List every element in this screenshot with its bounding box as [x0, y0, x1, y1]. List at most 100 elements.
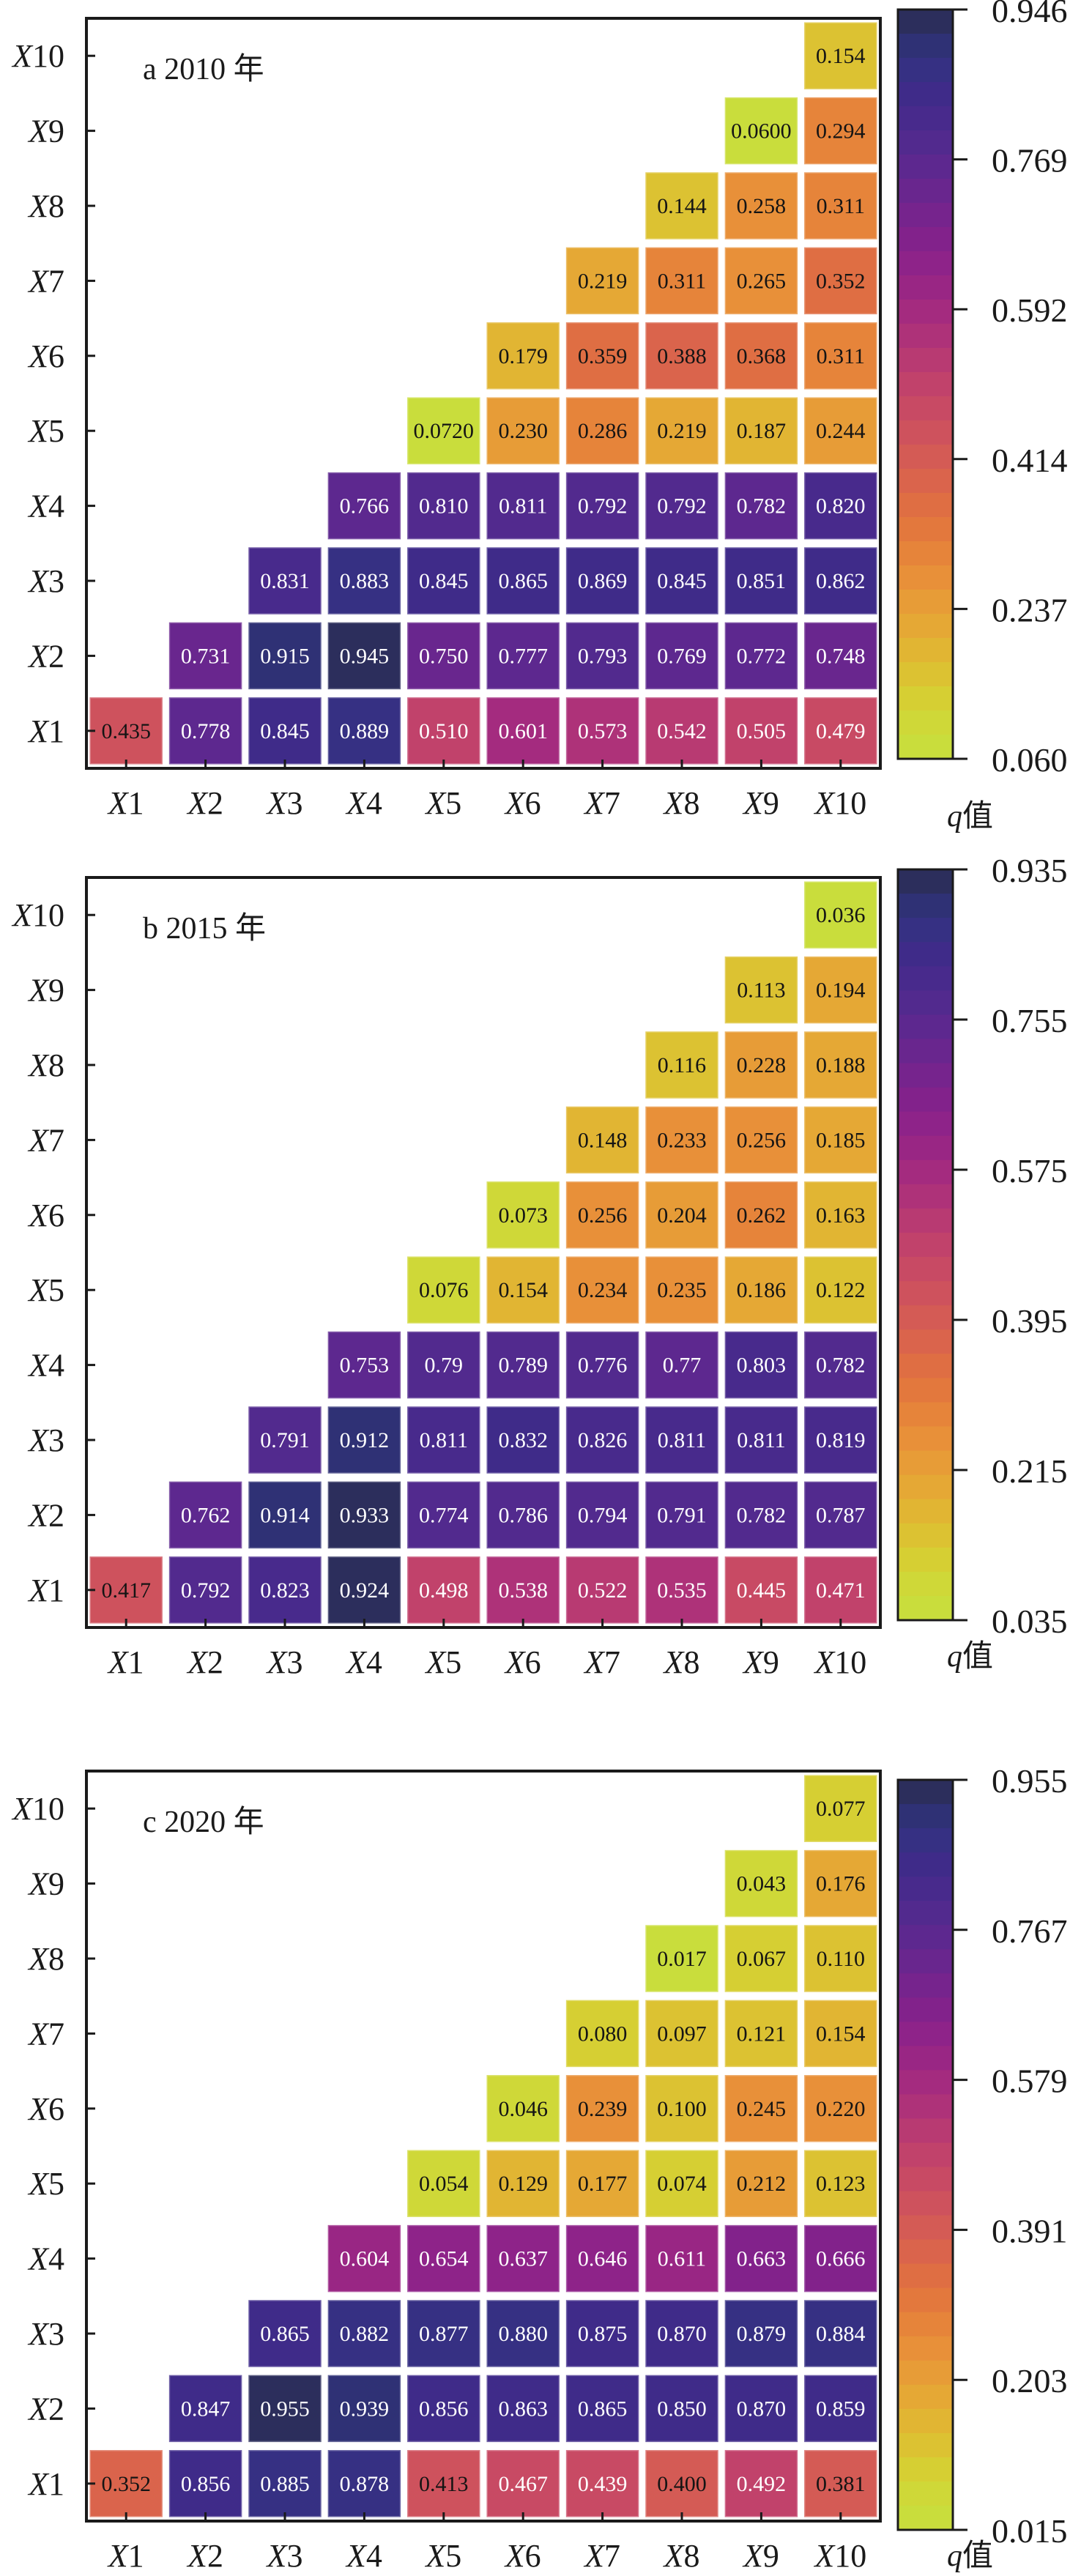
panel-title: a 2010 年 [143, 52, 264, 86]
heatmap-cell-rect [804, 2300, 877, 2367]
axis-label-number: 1 [128, 2538, 144, 2574]
colorbar-band [898, 1426, 953, 1452]
heatmap-cell-rect [565, 2075, 639, 2142]
heatmap-cell: 0.265 [724, 247, 798, 315]
heatmap-cell: 0.865 [565, 2375, 639, 2443]
heatmap-cell-rect [327, 1481, 401, 1549]
heatmap-cell: 0.791 [645, 1481, 718, 1549]
heatmap-cell: 0.219 [565, 247, 639, 315]
colorbar-band [898, 2408, 953, 2434]
colorbar-band [898, 275, 953, 300]
axis-label-number: 1 [48, 2466, 64, 2502]
heatmap-cell-value: 0.782 [816, 1354, 866, 1378]
heatmap-cell: 0.777 [486, 622, 560, 690]
axis-label-number: 8 [48, 188, 64, 224]
heatmap-cell-value: 0.766 [340, 494, 390, 519]
y-tick-label: X9 [27, 114, 64, 149]
colorbar-band [898, 1450, 953, 1476]
colorbar-band [898, 1780, 953, 1805]
heatmap-cell-rect [804, 1775, 877, 1842]
axis-label-letter: X [27, 188, 50, 224]
heatmap-panel-2010: 0.435 0.778 0.845 0.889 0.510 0.601 0.573 0.542… [11, 0, 1067, 834]
heatmap-cell-rect [565, 547, 639, 615]
colorbar-band [898, 2142, 953, 2168]
heatmap-cell-value: 0.228 [737, 1053, 787, 1077]
colorbar-band [898, 2094, 953, 2120]
heatmap-cell: 0.826 [565, 1406, 639, 1474]
heatmap-cell: 0.865 [486, 547, 560, 615]
colorbar-band [898, 990, 953, 1015]
heatmap-cell-rect [724, 622, 798, 690]
heatmap-cell-value: 0.188 [816, 1053, 866, 1077]
x-tick-label: X5 [424, 1644, 461, 1680]
axis-label-number: 9 [763, 785, 779, 821]
colorbar-band [898, 179, 953, 204]
heatmap-cell: 0.256 [565, 1181, 639, 1249]
colorbar-band [898, 2287, 953, 2313]
heatmap-cell-value: 0.794 [578, 1503, 628, 1527]
heatmap-cell: 0.611 [645, 2224, 718, 2293]
heatmap-cell: 0.666 [804, 2224, 877, 2293]
colorbar-band [898, 227, 953, 252]
heatmap-cell-value: 0.381 [816, 2472, 866, 2496]
heatmap-cell-rect [645, 1181, 718, 1249]
heatmap-cell-value: 0.212 [737, 2172, 787, 2196]
heatmap-cell-rect [645, 1031, 718, 1099]
heatmap-cell-rect [645, 2375, 718, 2443]
heatmap-panel-2020: 0.352 0.856 0.885 0.878 0.413 0.467 0.439 0.400… [11, 1762, 1067, 2574]
heatmap-cell-value: 0.233 [657, 1128, 707, 1152]
heatmap-cell: 0.0600 [724, 97, 798, 165]
heatmap-cell-value: 0.847 [181, 2397, 231, 2421]
colorbar-tick-label: 0.391 [992, 2212, 1068, 2249]
colorbar-band [898, 1063, 953, 1088]
heatmap-cell-rect [407, 2300, 480, 2367]
heatmap-cell-rect [804, 472, 877, 540]
y-tick-label: X1 [27, 2466, 64, 2502]
heatmap-cell: 0.212 [724, 2150, 798, 2217]
heatmap-cell-rect [248, 697, 322, 765]
axis-label-letter: X [186, 2538, 209, 2574]
heatmap-cell-value: 0.789 [498, 1354, 548, 1378]
heatmap-cell-rect [565, 2000, 639, 2068]
heatmap-cell: 0.847 [168, 2375, 242, 2443]
heatmap-cell: 0.154 [804, 2000, 877, 2068]
x-tick-label: X6 [504, 785, 541, 821]
heatmap-cell: 0.819 [804, 1406, 877, 1474]
heatmap-cell-value: 0.601 [498, 719, 548, 743]
axis-label-number: 7 [48, 263, 64, 299]
colorbar-band [898, 1378, 953, 1403]
heatmap-cell-value: 0.467 [498, 2472, 548, 2496]
colorbar-band [898, 1804, 953, 1829]
heatmap-cell: 0.889 [327, 697, 401, 765]
heatmap-cell: 0.748 [804, 622, 877, 690]
heatmap-cell-value: 0.955 [260, 2397, 310, 2421]
heatmap-cell-value: 0.073 [498, 1203, 548, 1228]
axis-label-letter: X [27, 489, 50, 524]
heatmap-cell-value: 0.311 [817, 194, 865, 218]
colorbar-title: q值 [947, 1640, 993, 1674]
heatmap-cell-value: 0.510 [419, 719, 469, 743]
axis-label-number: 3 [286, 2538, 302, 2574]
heatmap-cell: 0.148 [565, 1106, 639, 1174]
heatmap-cell: 0.163 [804, 1181, 877, 1249]
colorbar-band [898, 869, 953, 894]
axis-label-letter: X [266, 2538, 289, 2574]
heatmap-cell-value: 0.803 [737, 1354, 787, 1378]
heatmap-cell: 0.400 [645, 2450, 718, 2517]
colorbar-title-q: q [947, 1640, 962, 1674]
heatmap-cell-value: 0.435 [101, 719, 151, 743]
heatmap-cell: 0.479 [804, 697, 877, 765]
heatmap-cell-value: 0.869 [578, 569, 628, 593]
heatmap-cell-rect [645, 1481, 718, 1549]
axis-label-letter: X [27, 1573, 50, 1608]
y-tick-label: X2 [27, 2391, 64, 2427]
heatmap-cells: 0.435 0.778 0.845 0.889 0.510 0.601 0.573 0.542… [89, 22, 877, 765]
heatmap-cell: 0.046 [486, 2075, 560, 2142]
axis-label-letter: X [27, 1348, 50, 1384]
colorbar-band [898, 130, 953, 155]
heatmap-cell-value: 0.811 [658, 1428, 706, 1452]
heatmap-cell-rect [407, 2224, 480, 2293]
heatmap-cell: 0.121 [724, 2000, 798, 2068]
heatmap-cell-value: 0.845 [260, 719, 310, 743]
heatmap-cell-rect [248, 2300, 322, 2367]
